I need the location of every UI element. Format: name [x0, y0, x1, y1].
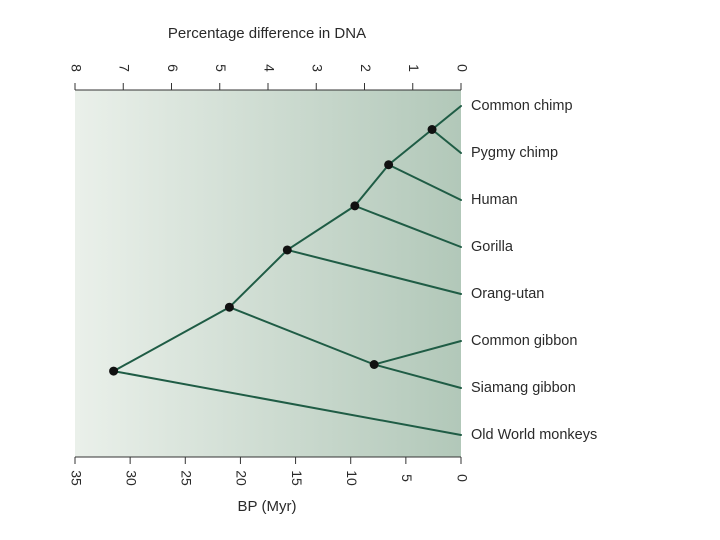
top-tick-label: 1 [406, 64, 422, 72]
bottom-axis-title: BP (Myr) [238, 498, 297, 515]
bottom-tick-label: 30 [123, 470, 139, 486]
top-tick-label: 5 [213, 64, 229, 72]
taxon-label: Pygmy chimp [471, 145, 558, 161]
top-tick-label: 0 [454, 64, 470, 72]
taxon-label: Gorilla [471, 239, 514, 255]
taxon-label: Common chimp [471, 98, 573, 114]
top-tick-label: 6 [165, 64, 181, 72]
tree-nodes [109, 125, 437, 376]
tree-branch [431, 128, 462, 154]
tree-branch [373, 363, 462, 389]
taxon-labels: Common chimp Pygmy chimp Human Gorilla Orang… [471, 98, 597, 443]
taxon-label: Siamang gibbon [471, 380, 576, 396]
branch-node [427, 125, 437, 134]
tree-branch [387, 128, 434, 166]
bottom-tick-label: 5 [399, 474, 415, 482]
branch-node [369, 360, 379, 369]
branch-node [350, 201, 360, 211]
bottom-tick-label: 35 [68, 470, 84, 486]
tree-branch [387, 163, 462, 201]
top-axis-title: Percentage difference in DNA [168, 25, 366, 42]
tree-branch [353, 204, 462, 248]
tree-branches [112, 105, 462, 436]
tree-branch [228, 248, 289, 309]
top-tick-label: 8 [68, 64, 84, 72]
top-axis-ticks: 8 7 6 5 4 3 2 1 0 [68, 64, 470, 90]
tree-branch [228, 306, 376, 366]
bottom-axis-ticks: 35 30 25 20 15 10 5 0 [68, 457, 470, 486]
bottom-tick-label: 25 [179, 470, 195, 486]
tree-background-panel [75, 90, 461, 457]
taxon-label: Human [471, 192, 518, 208]
bottom-tick-label: 15 [289, 470, 305, 486]
top-tick-label: 4 [261, 64, 277, 72]
branch-node [224, 302, 234, 312]
taxon-label: Old World monkeys [471, 427, 597, 443]
tree-branch [373, 340, 462, 366]
taxon-label: Common gibbon [471, 333, 577, 349]
bottom-tick-label: 20 [234, 470, 250, 486]
top-tick-label: 2 [358, 64, 374, 72]
bottom-tick-label: 10 [344, 470, 360, 486]
tree-branch [353, 163, 390, 207]
tree-branch [286, 204, 356, 251]
top-tick-label: 3 [310, 64, 326, 72]
branch-node [384, 160, 394, 170]
branch-node [109, 366, 119, 376]
bottom-tick-label: 0 [454, 474, 470, 482]
tree-branch [112, 306, 231, 373]
branch-node [282, 245, 292, 255]
top-tick-label: 7 [117, 64, 133, 72]
tree-branch [112, 370, 462, 436]
tree-branch [431, 105, 462, 131]
tree-branch [286, 248, 462, 295]
taxon-label: Orang-utan [471, 286, 544, 302]
